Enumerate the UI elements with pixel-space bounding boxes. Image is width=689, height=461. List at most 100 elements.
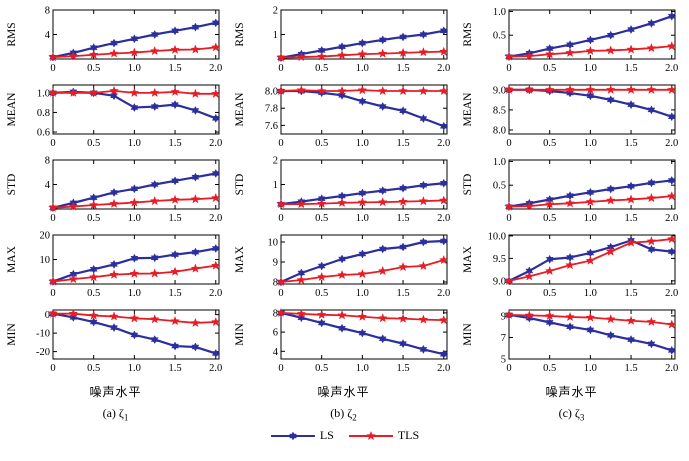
svg-text:9.0: 9.0: [493, 85, 506, 96]
svg-text:2.0: 2.0: [209, 363, 222, 374]
svg-text:1.0: 1.0: [128, 363, 141, 374]
svg-text:1.5: 1.5: [168, 213, 181, 224]
svg-text:0.5: 0.5: [87, 138, 100, 149]
caption-b: (b) ζ2: [330, 406, 356, 422]
svg-text:1.0: 1.0: [356, 288, 369, 299]
svg-text:1.0: 1.0: [128, 288, 141, 299]
svg-text:2.0: 2.0: [437, 363, 450, 374]
svg-text:STD: STD: [6, 174, 18, 196]
svg-text:0.6: 0.6: [37, 128, 50, 139]
legend-item-ls: LS: [270, 428, 334, 443]
legend: LS TLS: [0, 428, 689, 443]
legend-item-tls: TLS: [348, 428, 419, 443]
svg-text:1.0: 1.0: [584, 213, 597, 224]
svg-text:1.0: 1.0: [493, 7, 506, 18]
column-b: 1 2 0 0.5 1.0 1.5 2.0 RMS 7.6 7.8 8.0 0 0.5 1.0 1.5 2.…: [230, 6, 457, 423]
svg-text:10.0: 10.0: [488, 231, 506, 242]
svg-text:0.5: 0.5: [493, 31, 506, 42]
svg-text:MAX: MAX: [6, 245, 18, 273]
chart-b-rms: 1 2 0 0.5 1.0 1.5 2.0 RMS: [234, 6, 453, 79]
svg-text:10: 10: [268, 238, 279, 249]
x-axis-label-b: 噪声水平: [317, 385, 370, 399]
svg-text:0.5: 0.5: [493, 181, 506, 192]
svg-text:1.5: 1.5: [168, 138, 181, 149]
svg-text:6: 6: [273, 328, 278, 339]
caption-c: (c) ζ3: [559, 406, 585, 422]
caption-b-text: (b) ζ: [330, 406, 353, 420]
svg-text:0.5: 0.5: [543, 213, 556, 224]
svg-text:0: 0: [278, 138, 283, 149]
svg-text:1.5: 1.5: [624, 63, 637, 74]
svg-text:1.0: 1.0: [356, 63, 369, 74]
x-axis-label-c: 噪声水平: [545, 385, 598, 399]
svg-text:2.0: 2.0: [209, 63, 222, 74]
svg-text:1: 1: [273, 180, 278, 191]
chart-a-mean: 0.6 0.8 1.0 0 0.5 1.0 1.5 2.0 MEAN: [6, 81, 225, 154]
svg-text:0.5: 0.5: [315, 288, 328, 299]
svg-text:2.0: 2.0: [437, 138, 450, 149]
svg-text:0.5: 0.5: [543, 288, 556, 299]
svg-text:0: 0: [278, 213, 283, 224]
svg-text:1.0: 1.0: [356, 138, 369, 149]
svg-text:8.5: 8.5: [493, 105, 506, 116]
legend-label-ls: LS: [319, 428, 334, 443]
tls-line-marker-icon: [348, 429, 394, 443]
svg-text:9: 9: [273, 258, 278, 269]
chart-c-min: 5 7 9 0 0.5 1.0 1.5 2.0 MIN: [462, 306, 681, 379]
svg-text:0: 0: [506, 288, 511, 299]
svg-text:MEAN: MEAN: [462, 92, 474, 127]
svg-text:MAX: MAX: [462, 245, 474, 273]
svg-text:1.5: 1.5: [396, 288, 409, 299]
svg-text:1.5: 1.5: [624, 288, 637, 299]
svg-text:1.5: 1.5: [168, 288, 181, 299]
svg-text:0.5: 0.5: [315, 63, 328, 74]
svg-text:2: 2: [273, 6, 278, 17]
caption-c-text: (c) ζ: [558, 406, 580, 420]
svg-text:2.0: 2.0: [665, 288, 678, 299]
svg-text:1.0: 1.0: [584, 363, 597, 374]
svg-text:0: 0: [278, 288, 283, 299]
svg-text:1.0: 1.0: [584, 138, 597, 149]
svg-text:MIN: MIN: [6, 323, 18, 346]
svg-text:RMS: RMS: [462, 22, 474, 46]
svg-text:0.5: 0.5: [315, 138, 328, 149]
chart-a-std: 4 8 0 0.5 1.0 1.5 2.0 STD: [6, 156, 225, 229]
svg-text:2.0: 2.0: [665, 63, 678, 74]
svg-text:2.0: 2.0: [665, 363, 678, 374]
svg-text:-20: -20: [36, 347, 50, 358]
svg-text:8: 8: [45, 156, 50, 167]
svg-text:8.0: 8.0: [265, 87, 278, 98]
svg-text:7: 7: [501, 333, 506, 344]
svg-text:1.0: 1.0: [584, 288, 597, 299]
svg-text:RMS: RMS: [6, 22, 18, 46]
svg-text:4: 4: [273, 347, 279, 358]
svg-text:1: 1: [273, 30, 278, 41]
svg-text:1.0: 1.0: [356, 363, 369, 374]
svg-text:0.5: 0.5: [87, 288, 100, 299]
svg-text:10: 10: [40, 255, 51, 266]
svg-text:2.0: 2.0: [437, 63, 450, 74]
caption-a-text: (a) ζ: [102, 406, 124, 420]
svg-text:0: 0: [45, 310, 50, 321]
svg-text:1.0: 1.0: [128, 63, 141, 74]
svg-text:0.5: 0.5: [543, 63, 556, 74]
svg-text:MIN: MIN: [234, 323, 246, 346]
svg-text:4: 4: [45, 30, 51, 41]
svg-text:MEAN: MEAN: [234, 92, 246, 127]
svg-text:-10: -10: [36, 329, 50, 340]
svg-text:2.0: 2.0: [209, 288, 222, 299]
svg-text:0: 0: [50, 288, 55, 299]
ls-line-marker-icon: [270, 429, 316, 443]
svg-text:8: 8: [45, 6, 50, 17]
svg-text:0: 0: [50, 363, 55, 374]
chart-a-min: -20 -10 0 0 0.5 1.0 1.5 2.0 MIN: [6, 306, 225, 379]
svg-text:2.0: 2.0: [437, 213, 450, 224]
svg-text:1.5: 1.5: [396, 363, 409, 374]
svg-text:MAX: MAX: [234, 245, 246, 273]
svg-text:1.0: 1.0: [37, 88, 50, 99]
chart-grid: 4 8 0 0.5 1.0 1.5 2.0 RMS 0.6 0.8 1.0 0 0.5 1.0 1.5 2.…: [6, 6, 681, 423]
chart-a-max: 10 20 0 0.5 1.0 1.5 2.0 MAX: [6, 231, 225, 304]
svg-text:2: 2: [273, 156, 278, 167]
svg-text:1.5: 1.5: [624, 138, 637, 149]
